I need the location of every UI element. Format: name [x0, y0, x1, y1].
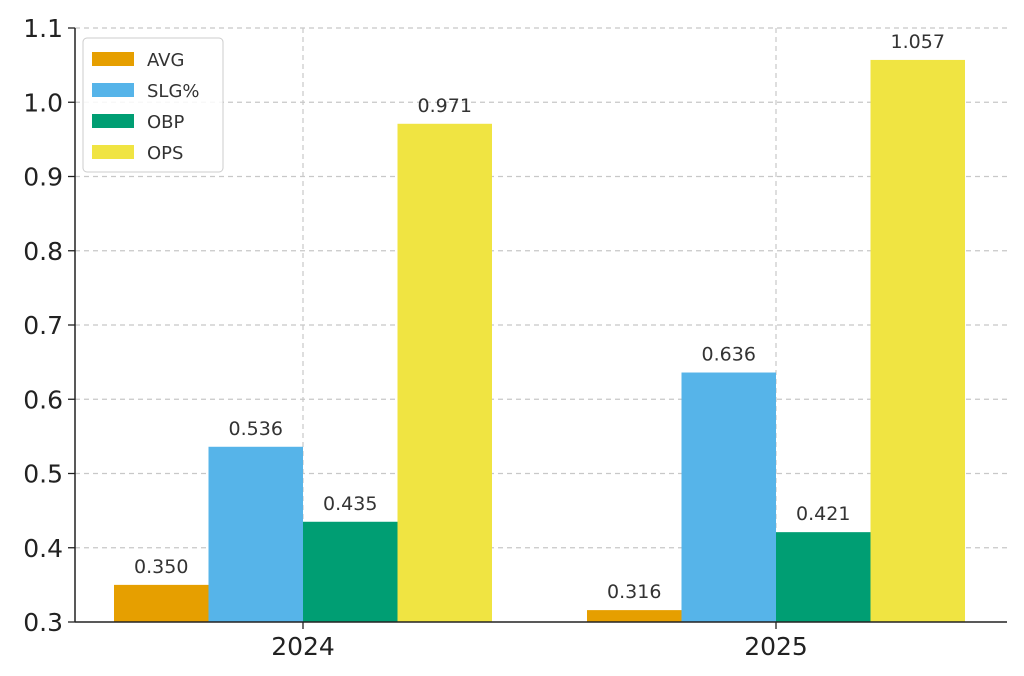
- data-label: 0.971: [418, 95, 472, 117]
- data-label: 0.536: [229, 418, 283, 440]
- data-label: 0.421: [796, 503, 850, 525]
- y-tick-label: 0.4: [23, 534, 63, 563]
- legend-swatch: [92, 114, 134, 128]
- bar-slg-2024: [208, 446, 303, 622]
- bar-slg-2025: [681, 372, 776, 622]
- data-label: 0.316: [607, 581, 661, 603]
- bar-obp-2024: [303, 521, 398, 622]
- y-tick-label: 0.3: [23, 608, 63, 637]
- data-label: 0.350: [134, 556, 188, 578]
- legend-box: [82, 37, 224, 173]
- ticks-layer: 0.3 0.4 0.5 0.6 0.7 0.8 0.9 1.0 1.1 2024 2025: [23, 14, 808, 661]
- legend-label: OPS: [147, 143, 183, 164]
- bar-avg-2025: [587, 610, 682, 622]
- y-tick-label: 1.1: [23, 14, 63, 43]
- y-tick-label: 0.6: [23, 385, 63, 414]
- bars-layer: [114, 59, 965, 623]
- data-label: 1.057: [891, 31, 945, 53]
- y-tick-label: 1.0: [23, 88, 63, 117]
- data-label: 0.435: [323, 493, 377, 515]
- legend-swatch: [92, 52, 134, 66]
- legend-label: AVG: [147, 50, 184, 71]
- y-tick-label: 0.7: [23, 311, 63, 340]
- x-tick-label: 2024: [271, 632, 335, 661]
- y-tick-label: 0.9: [23, 163, 63, 192]
- y-tick-label: 0.8: [23, 237, 63, 266]
- value-labels-layer: 0.350 0.316 0.536 0.636 0.435 0.421 0.971 1.057: [134, 31, 945, 603]
- y-tick-label: 0.5: [23, 460, 63, 489]
- legend-swatch: [92, 145, 134, 159]
- bar-avg-2024: [114, 584, 209, 622]
- data-label: 0.636: [702, 344, 756, 366]
- bar-ops-2024: [397, 123, 492, 622]
- legend: AVG SLG% OBP OPS: [82, 37, 224, 173]
- x-tick-label: 2025: [744, 632, 808, 661]
- legend-swatch: [92, 83, 134, 97]
- legend-label: SLG%: [147, 81, 200, 102]
- bar-obp-2025: [776, 532, 871, 622]
- legend-label: OBP: [147, 112, 185, 133]
- bar-ops-2025: [870, 59, 965, 623]
